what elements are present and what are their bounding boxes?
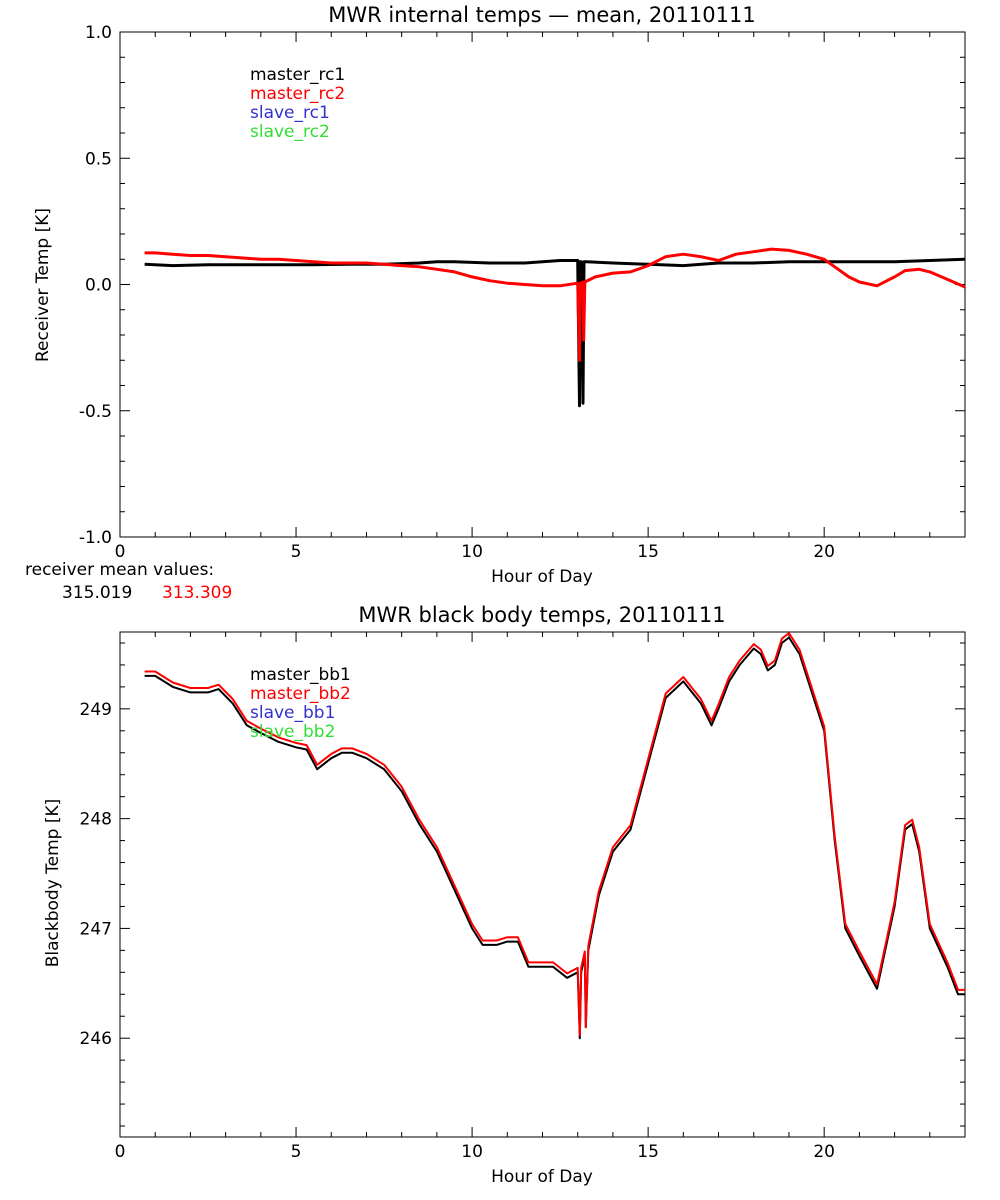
- legend-entry: slave_bb2: [250, 722, 335, 742]
- receiver-temp-chart: MWR internal temps — mean, 20110111 0 5 10…: [33, 3, 966, 587]
- legend-entry: master_rc2: [250, 84, 345, 104]
- y-tick-label: 247: [80, 919, 112, 939]
- receiver-mean-value-2: 313.309: [162, 583, 232, 603]
- y-tick-label: 0.0: [85, 276, 112, 296]
- legend-entry: slave_rc2: [250, 122, 330, 142]
- x-tick-label: 5: [291, 1142, 302, 1162]
- blackbody-temp-chart: MWR black body temps, 20110111 0 5 10 15 20 2…: [43, 603, 966, 1187]
- x-tick-label: 20: [813, 1142, 835, 1162]
- data-lines: [144, 247, 966, 408]
- x-tick-label: 10: [461, 542, 483, 562]
- x-tick-label: 15: [637, 542, 659, 562]
- series-line-master_rc2: [144, 247, 966, 362]
- receiver-mean-label: receiver mean values:: [25, 560, 214, 580]
- legend-entry: master_rc1: [250, 65, 345, 85]
- legend-entry: slave_rc1: [250, 103, 330, 123]
- legend-entry: master_bb1: [250, 665, 351, 685]
- x-axis-label: Hour of Day: [491, 1167, 593, 1187]
- y-axis-label: Receiver Temp [K]: [33, 208, 53, 362]
- chart-title: MWR black body temps, 20110111: [358, 603, 725, 627]
- receiver-mean-note: receiver mean values: 315.019 313.309: [25, 560, 232, 603]
- y-tick-label: -0.5: [79, 402, 112, 422]
- y-tick-label: 248: [80, 810, 112, 830]
- y-tick-label: -1.0: [79, 528, 112, 548]
- receiver-mean-value-1: 315.019: [62, 583, 132, 603]
- y-tick-label: 246: [80, 1029, 112, 1049]
- y-tick-label: 0.5: [85, 149, 112, 169]
- axis-ticks: 0 5 10 15 20 246 247 248 249: [80, 632, 966, 1162]
- x-tick-label: 10: [461, 1142, 483, 1162]
- chart-title: MWR internal temps — mean, 20110111: [328, 3, 755, 27]
- y-tick-label: 249: [80, 700, 112, 720]
- x-tick-label: 20: [813, 542, 835, 562]
- y-axis-label: Blackbody Temp [K]: [43, 799, 63, 968]
- plot-frame: [119, 631, 966, 1138]
- series-line-master_bb2: [144, 632, 965, 1036]
- x-tick-label: 15: [637, 1142, 659, 1162]
- legend: master_rc1 master_rc2 slave_rc1 slave_rc…: [250, 65, 345, 142]
- legend-entry: master_bb2: [250, 684, 351, 704]
- x-tick-label: 5: [291, 542, 302, 562]
- data-lines: [144, 632, 965, 1040]
- y-tick-label: 1.0: [85, 23, 112, 43]
- x-tick-label: 0: [115, 542, 126, 562]
- axis-ticks: 0 5 10 15 20 -1.0 -0.5 0.0 0.5 1.0: [79, 23, 966, 562]
- x-axis-label: Hour of Day: [491, 567, 593, 587]
- series-line-master_rc1: [144, 257, 966, 408]
- x-tick-label: 0: [115, 1142, 126, 1162]
- legend: master_bb1 master_bb2 slave_bb1 slave_bb…: [250, 665, 351, 742]
- legend-entry: slave_bb1: [250, 703, 335, 723]
